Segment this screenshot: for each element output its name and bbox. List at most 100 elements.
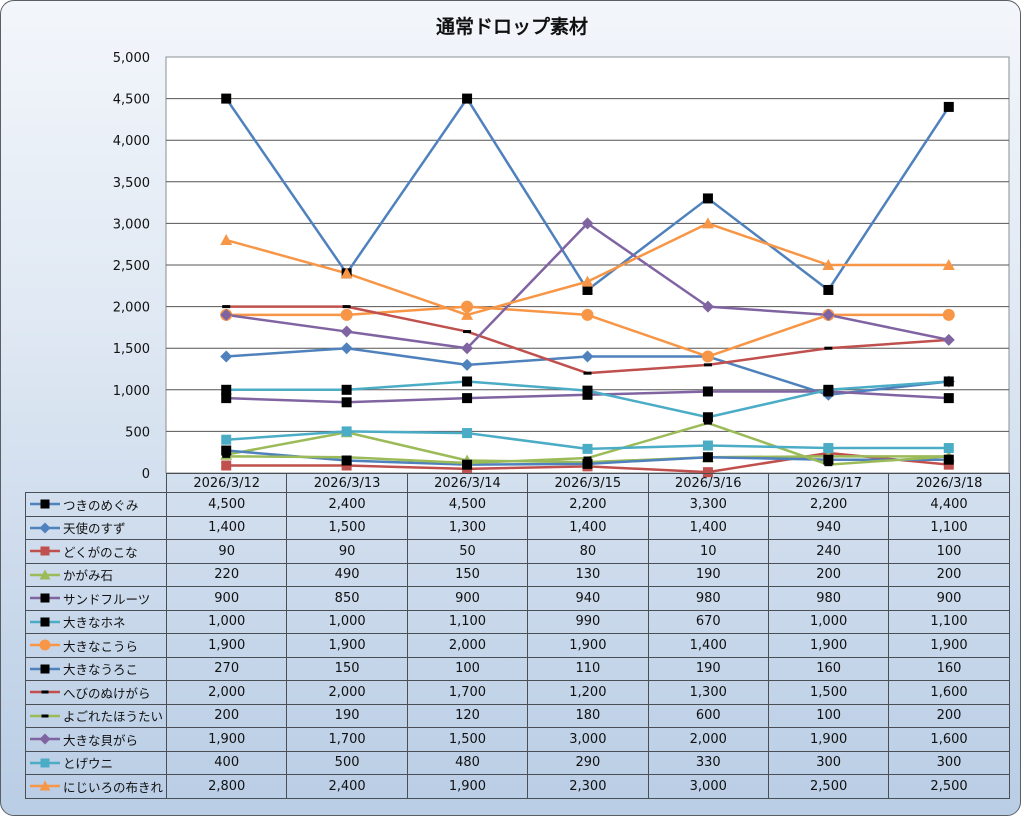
y-tick-label: 3,000	[113, 217, 150, 232]
data-label: 200	[888, 562, 1010, 587]
data-label: 300	[767, 750, 890, 775]
legend-key-icon	[30, 569, 60, 580]
y-tick-label: 4,000	[113, 134, 150, 149]
data-point	[702, 440, 713, 451]
y-tick-label: 3,500	[113, 176, 150, 191]
data-point	[823, 384, 834, 395]
legend-entry: にじいろの布きれ	[25, 774, 167, 799]
data-label: 490	[286, 562, 408, 587]
data-label: 2,000	[647, 727, 769, 752]
data-label: 1,400	[527, 515, 649, 540]
data-label: 1,900	[165, 633, 288, 658]
data-point	[582, 458, 593, 469]
data-label: 130	[527, 562, 649, 587]
data-point	[340, 325, 353, 338]
data-point	[824, 346, 833, 350]
data-point	[581, 350, 594, 363]
data-point	[703, 421, 712, 425]
data-point	[702, 452, 713, 463]
data-point	[943, 376, 954, 387]
data-label: 670	[647, 609, 769, 634]
data-label: 1,100	[888, 515, 1010, 540]
data-point	[221, 445, 232, 456]
data-label: 500	[286, 750, 408, 775]
data-point	[341, 384, 352, 395]
legend-key-icon	[30, 780, 60, 791]
legend-key-icon	[30, 733, 60, 745]
data-label: 400	[165, 750, 288, 775]
data-label: 160	[767, 656, 890, 681]
data-label: 100	[767, 703, 890, 728]
legend-label: サンドフルーツ	[63, 591, 151, 607]
data-label: 980	[647, 586, 769, 611]
data-point	[342, 305, 351, 309]
data-point	[220, 234, 233, 246]
data-label: 900	[406, 586, 529, 611]
data-point	[823, 284, 834, 295]
data-point	[702, 386, 713, 397]
legend-key-icon	[30, 593, 60, 603]
data-table-row: 大きなこうら 1,900 1,900 2,000 1,900 1,400 1,900 1,90…	[25, 633, 1010, 658]
legend-label: 天使のすず	[63, 521, 126, 537]
data-label: 330	[647, 750, 769, 775]
data-label: 1,600	[888, 680, 1010, 705]
data-label: 190	[647, 656, 769, 681]
data-table-row: へびのぬけがら 2,000 2,000 1,700 1,200 1,300 1,500 1,6…	[25, 680, 1010, 705]
data-label: 240	[767, 539, 890, 564]
legend-label: かがみ石	[63, 568, 114, 584]
data-label: 850	[286, 586, 408, 611]
data-label: 1,400	[647, 515, 769, 540]
data-label: 2,000	[286, 680, 408, 705]
legend-label: とげウニ	[63, 756, 114, 772]
data-point	[583, 371, 592, 375]
data-label: 1,900	[406, 774, 529, 799]
data-point	[701, 217, 714, 229]
data-label: 480	[406, 750, 529, 775]
legend-entry: 天使のすず	[25, 515, 167, 540]
x-tick-label: 2026/3/12	[165, 473, 288, 493]
y-tick-label: 4,500	[113, 93, 150, 108]
chart-title: 通常ドロップ素材	[435, 16, 588, 38]
data-point	[462, 459, 473, 470]
legend-key-icon	[30, 499, 60, 509]
data-label: 190	[286, 703, 408, 728]
data-label: 1,900	[165, 727, 288, 752]
legend-entry: つきのめぐみ	[25, 492, 167, 517]
legend-label: 大きなうろこ	[63, 662, 139, 678]
data-label: 2,400	[286, 492, 408, 517]
data-point	[463, 461, 472, 465]
data-table-row: どくがのこな 90 90 50 80 10 240 100	[25, 539, 1010, 564]
data-point	[340, 308, 353, 321]
data-point	[462, 93, 473, 104]
data-point	[944, 454, 953, 458]
data-label: 4,500	[165, 492, 288, 517]
data-point	[222, 454, 231, 458]
data-label: 50	[406, 539, 529, 564]
y-tick-label: 5,000	[113, 51, 150, 66]
data-label: 1,700	[286, 727, 408, 752]
data-point	[581, 217, 594, 230]
legend-entry: 大きなこうら	[25, 633, 167, 658]
data-label: 940	[767, 515, 890, 540]
data-point	[461, 342, 474, 355]
legend-entry: サンドフルーツ	[25, 586, 167, 611]
data-point	[823, 443, 834, 454]
data-label: 2,300	[527, 774, 649, 799]
data-label: 100	[406, 656, 529, 681]
data-point	[462, 428, 473, 439]
data-label: 4,500	[406, 492, 529, 517]
data-label: 1,500	[286, 515, 408, 540]
data-table-row: とげウニ 400 500 480 290 330 300 300	[25, 750, 1010, 775]
data-point	[461, 308, 474, 320]
data-point	[581, 275, 594, 287]
y-tick-label: 2,000	[113, 301, 150, 316]
data-label: 80	[527, 539, 649, 564]
data-label: 1,000	[165, 609, 288, 634]
data-point	[221, 434, 232, 445]
data-label: 270	[165, 656, 288, 681]
data-label: 940	[527, 586, 649, 611]
legend-entry: どくがのこな	[25, 539, 167, 564]
data-point	[221, 393, 232, 404]
data-point	[461, 300, 474, 313]
data-label: 4,400	[888, 492, 1010, 517]
